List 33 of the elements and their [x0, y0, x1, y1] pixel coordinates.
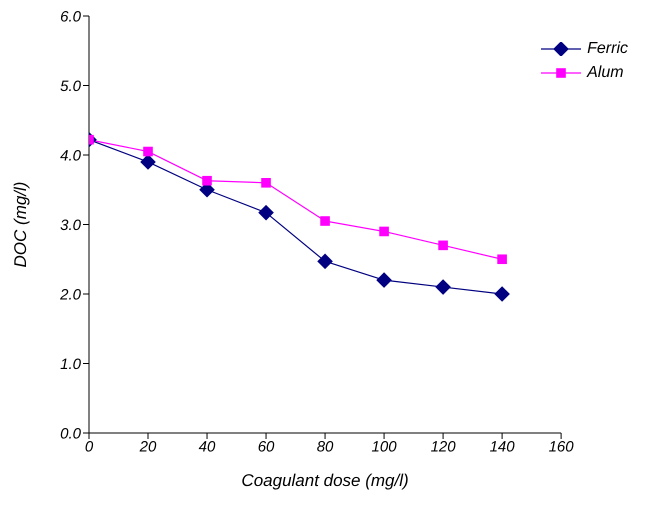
point — [202, 176, 212, 186]
point — [143, 146, 153, 156]
point — [494, 286, 510, 302]
y-tick-label: 6.0 — [60, 8, 82, 26]
y-tick-label: 4.0 — [60, 147, 82, 164]
x-tick-label: 40 — [198, 438, 216, 456]
y-tick-label: 5.0 — [60, 78, 82, 95]
x-tick-label: 140 — [490, 438, 516, 456]
point — [438, 240, 448, 250]
y-tick-label: 2.0 — [59, 286, 82, 304]
point — [320, 216, 330, 226]
y-tick-label: 3.0 — [60, 216, 82, 234]
legend-label: Ferric — [587, 40, 628, 58]
y-tick-label: 0.0 — [60, 425, 82, 442]
x-tick-label: 120 — [430, 438, 456, 456]
x-tick-label: 160 — [548, 438, 574, 456]
y-tick-label: 1.0 — [60, 356, 82, 373]
point — [379, 226, 389, 236]
x-tick-label: 0 — [84, 438, 94, 456]
x-tick-label: 80 — [316, 438, 334, 456]
point — [435, 279, 451, 295]
x-axis-title: Coagulant dose (mg/l) — [241, 471, 409, 490]
point — [376, 272, 392, 288]
point — [258, 204, 274, 220]
legend-label: Alum — [587, 64, 624, 82]
x-tick-label: 60 — [258, 438, 276, 456]
point — [317, 254, 333, 270]
y-axis-title: DOC (mg/l) — [11, 182, 30, 268]
x-tick-label: 100 — [372, 438, 398, 456]
point — [497, 254, 507, 264]
point — [140, 154, 156, 170]
x-tick-label: 20 — [138, 438, 158, 456]
point — [261, 178, 271, 188]
